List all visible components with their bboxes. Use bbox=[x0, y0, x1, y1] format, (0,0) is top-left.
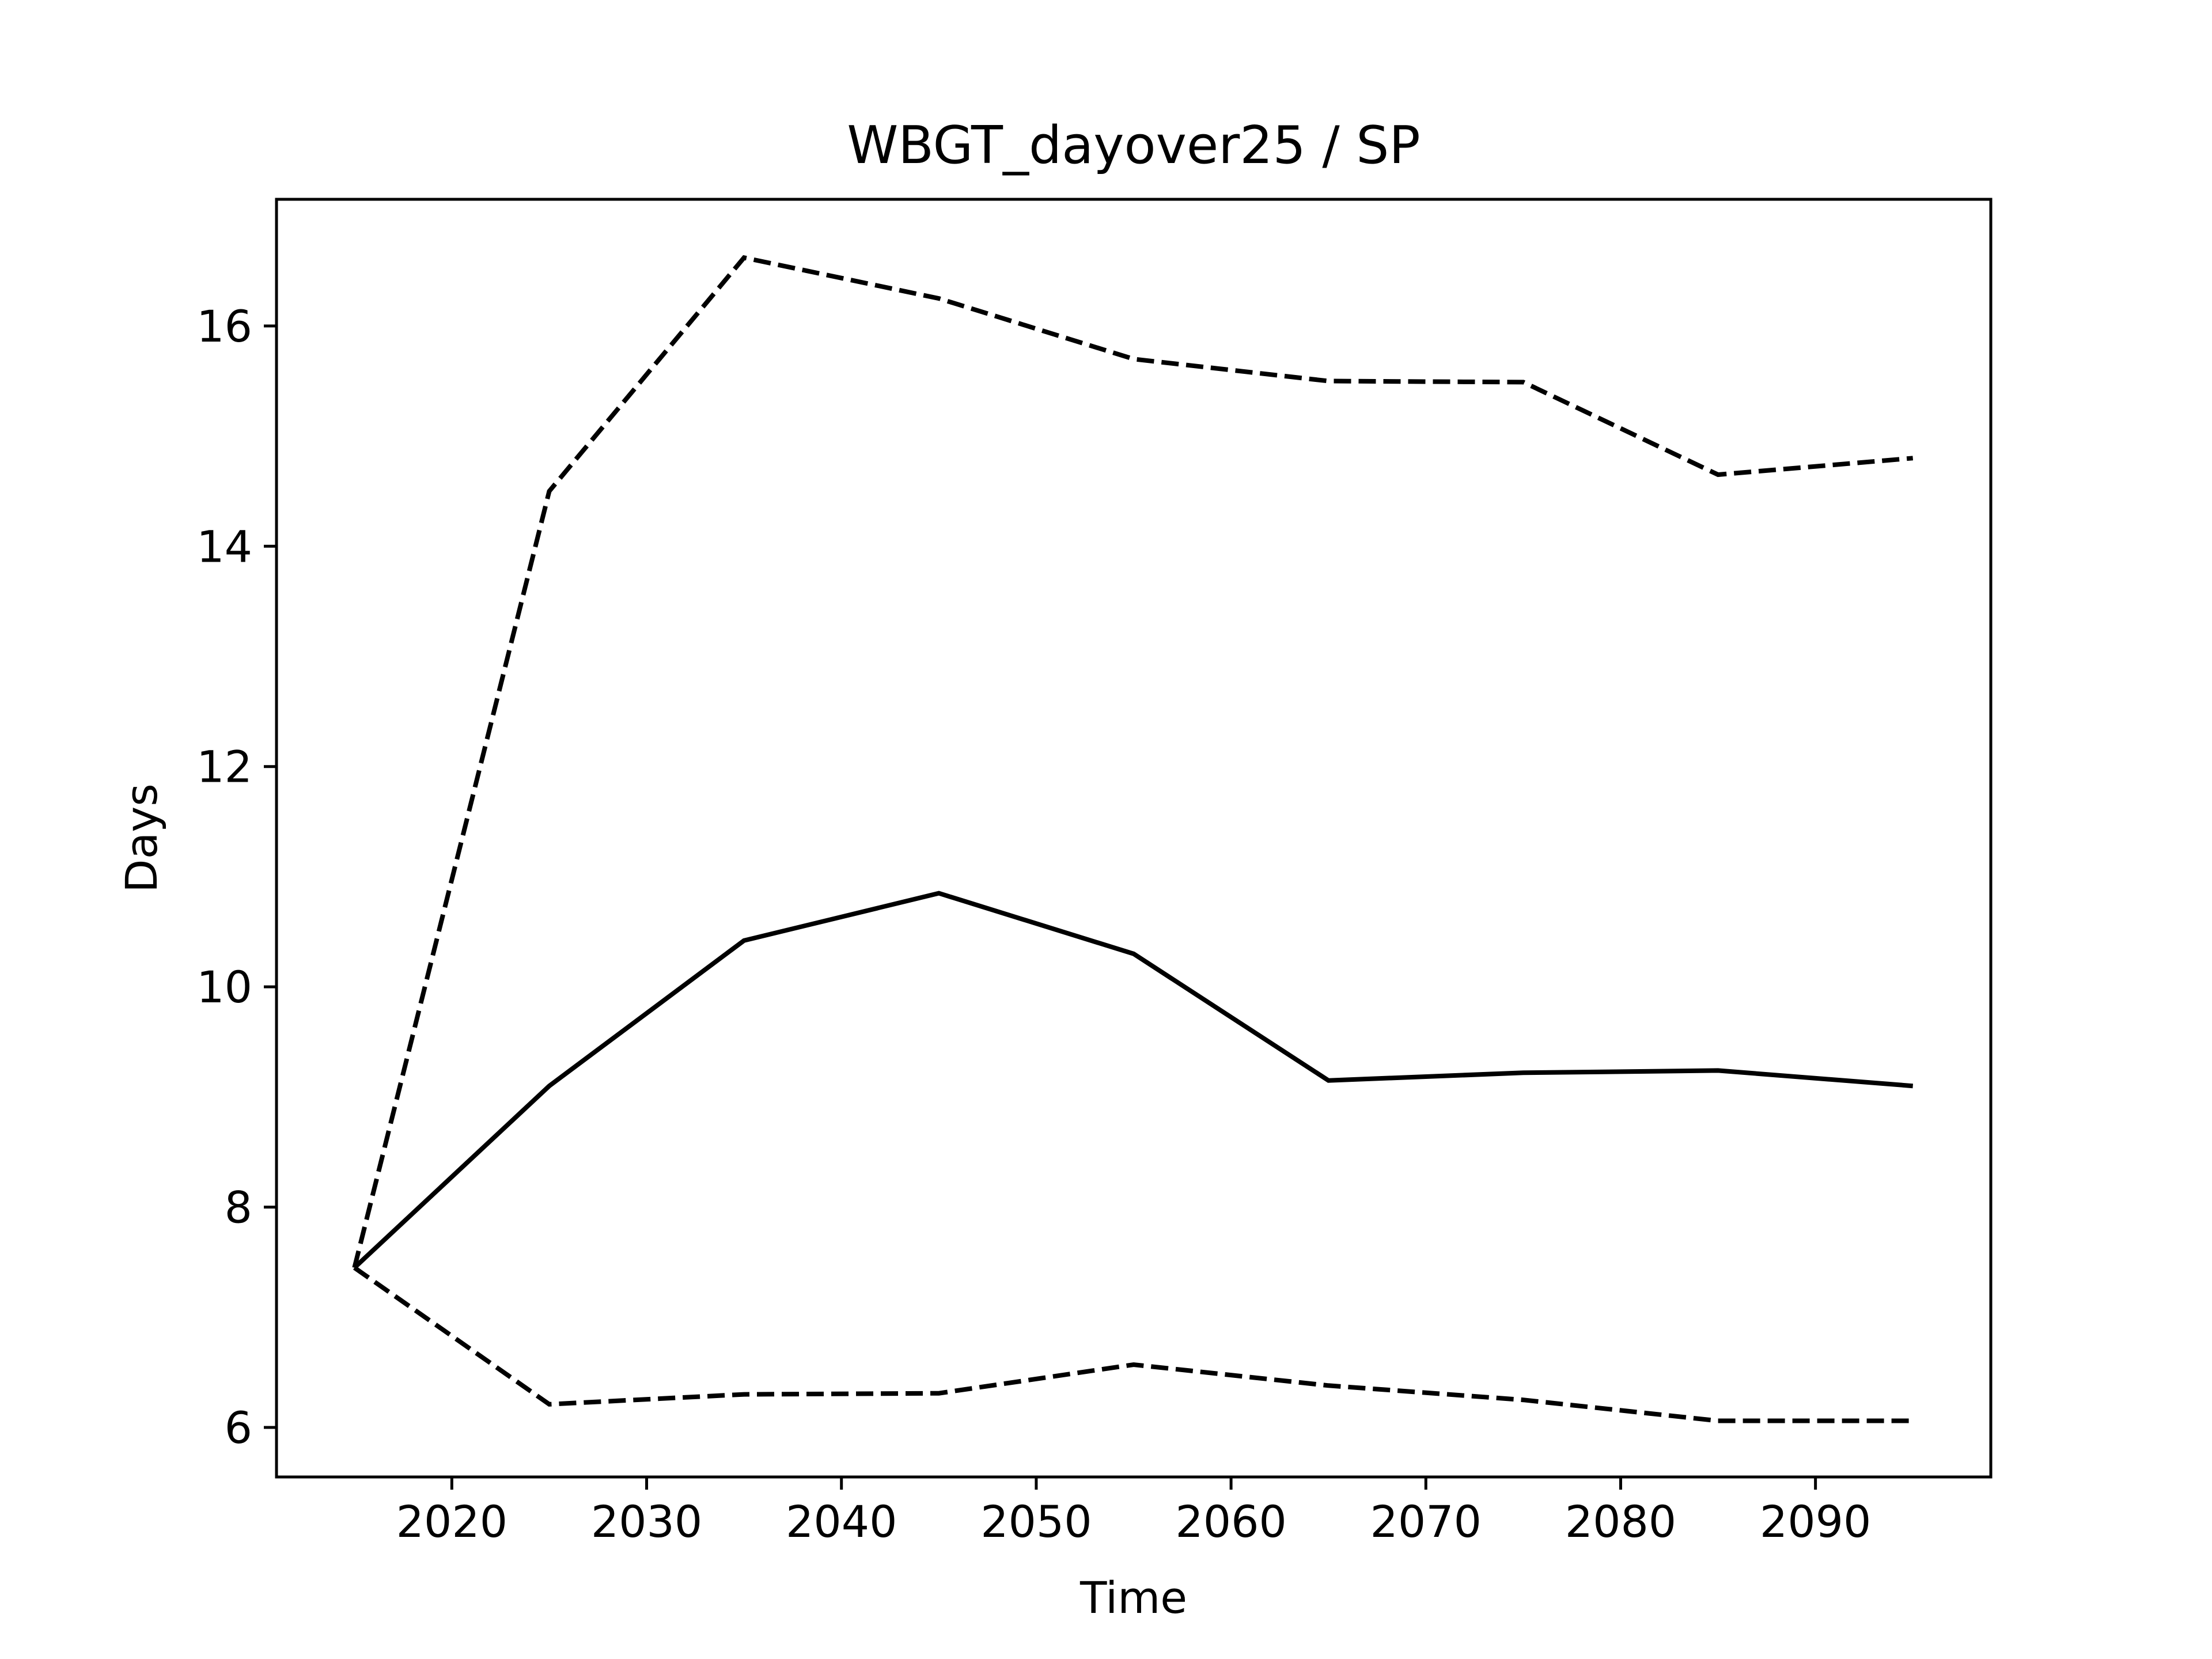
x-tick-label: 2050 bbox=[980, 1496, 1092, 1547]
y-tick-label: 6 bbox=[225, 1402, 252, 1453]
plot-frame bbox=[275, 198, 1993, 1479]
y-tick-label: 10 bbox=[196, 961, 252, 1013]
x-tick-label: 2040 bbox=[786, 1496, 897, 1547]
y-tick-label: 14 bbox=[196, 521, 252, 572]
x-tick-label: 2080 bbox=[1565, 1496, 1676, 1547]
y-axis: 6 8 10 12 14 16 bbox=[196, 301, 276, 1453]
x-axis: 2020 2030 2040 2050 2060 2070 2080 2090 bbox=[396, 1477, 1871, 1547]
series-line-3 bbox=[353, 1266, 1913, 1423]
series-line-1 bbox=[353, 891, 1914, 1270]
y-axis-label: Days bbox=[116, 783, 167, 893]
y-tick-label: 16 bbox=[196, 301, 252, 352]
y-tick-label: 12 bbox=[196, 741, 252, 793]
series-line-2 bbox=[352, 255, 1914, 1268]
x-tick-label: 2020 bbox=[396, 1496, 507, 1547]
x-tick-label: 2070 bbox=[1370, 1496, 1482, 1547]
series-layer bbox=[352, 255, 1914, 1423]
x-tick-label: 2060 bbox=[1175, 1496, 1286, 1547]
x-tick-label: 2030 bbox=[591, 1496, 702, 1547]
x-axis-label: Time bbox=[1080, 1572, 1187, 1623]
x-tick-label: 2090 bbox=[1760, 1496, 1871, 1547]
chart-title: WBGT_dayover25 / SP bbox=[847, 115, 1420, 176]
y-tick-label: 8 bbox=[225, 1182, 252, 1233]
